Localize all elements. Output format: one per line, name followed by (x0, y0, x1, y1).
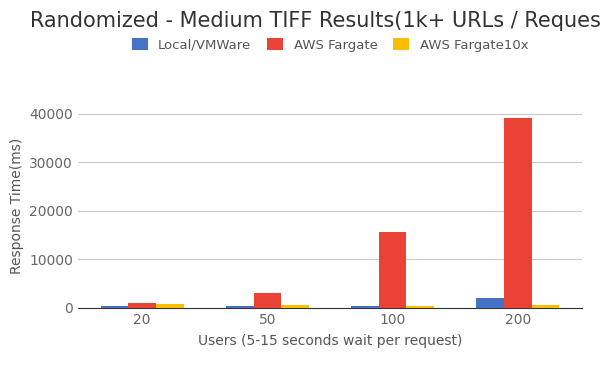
Y-axis label: Response Time(ms): Response Time(ms) (10, 138, 24, 274)
Bar (156, 303, 184, 308)
Bar (379, 232, 406, 308)
X-axis label: Users (5-15 seconds wait per request): Users (5-15 seconds wait per request) (198, 334, 462, 348)
Bar (101, 305, 128, 308)
Text: Randomized - Medium TIFF Results(1k+ URLs / Requests): Randomized - Medium TIFF Results(1k+ URL… (30, 11, 600, 31)
Bar (128, 303, 156, 308)
Bar (504, 118, 532, 308)
Bar (476, 298, 504, 308)
Bar (254, 293, 281, 308)
Bar (406, 305, 434, 308)
Bar (532, 305, 559, 308)
Bar (226, 306, 254, 308)
Bar (281, 305, 309, 308)
Bar (351, 305, 379, 308)
Legend: Local/VMWare, AWS Fargate, AWS Fargate10x: Local/VMWare, AWS Fargate, AWS Fargate10… (127, 33, 533, 57)
